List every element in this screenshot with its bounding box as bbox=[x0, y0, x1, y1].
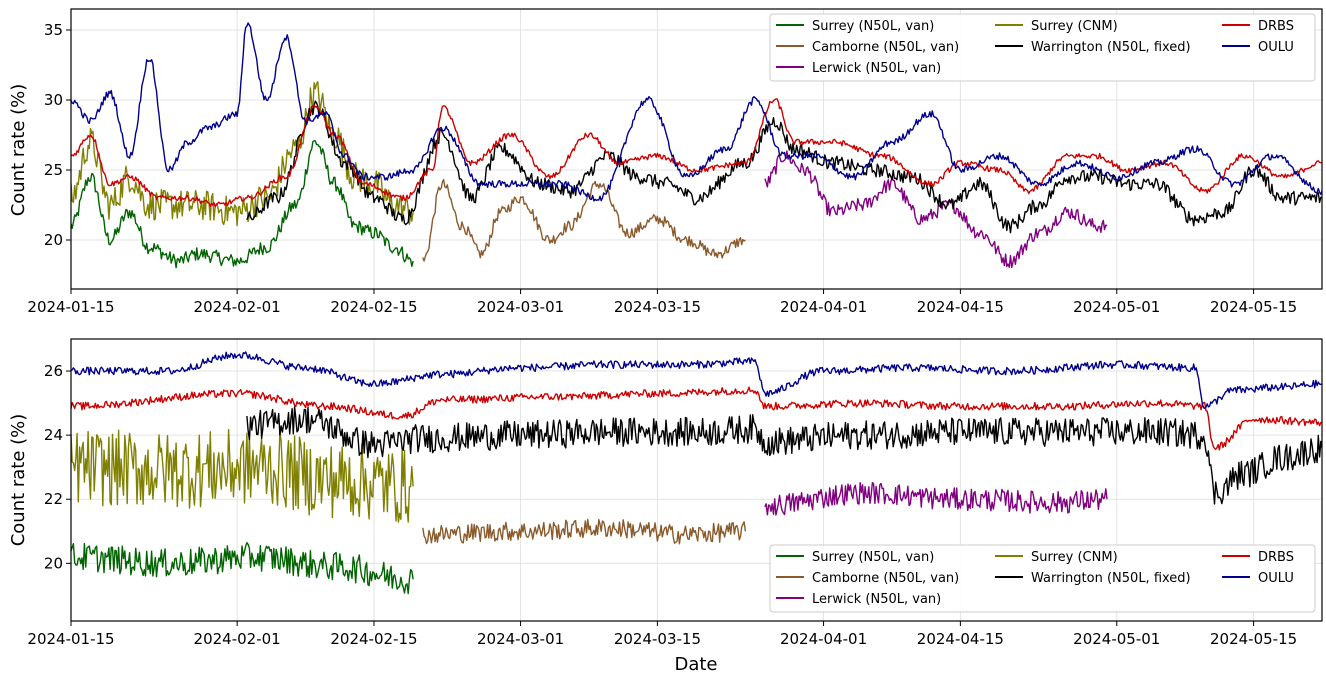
y-tick-label: 20 bbox=[44, 554, 63, 572]
series-line-5 bbox=[246, 100, 1322, 234]
axes-frame bbox=[70, 338, 1323, 622]
series-line-6 bbox=[71, 386, 1322, 451]
series-line-1 bbox=[71, 542, 414, 595]
legend-item: Lerwick (N50L, van) bbox=[776, 592, 941, 607]
legend: Surrey (N50L, van) Camborne (N50L, van) Le… bbox=[769, 13, 1316, 82]
x-tick-label: 2024-05-15 bbox=[1210, 630, 1297, 648]
legend-box bbox=[769, 544, 1316, 613]
y-tick-label: 20 bbox=[44, 231, 63, 249]
legend-item: Surrey (CNM) bbox=[995, 19, 1118, 34]
legend-item: DRBS bbox=[1222, 19, 1294, 34]
legend-item: Lerwick (N50L, van) bbox=[776, 61, 941, 76]
legend-label: OULU bbox=[1258, 40, 1294, 55]
legend-label: Surrey (N50L, van) bbox=[812, 550, 934, 565]
legend-item: Surrey (N50L, van) bbox=[776, 19, 934, 34]
panel-2: 2024-01-15 2024-02-01 2024-02-15 2024-03-01… bbox=[8, 338, 1323, 648]
legend-item: OULU bbox=[1222, 571, 1294, 586]
series-line-1 bbox=[71, 140, 414, 269]
legend-label: Lerwick (N50L, van) bbox=[812, 592, 941, 607]
series-line-3 bbox=[764, 481, 1108, 516]
series-line-4 bbox=[71, 428, 414, 523]
legend-item: DRBS bbox=[1222, 550, 1294, 565]
legend-label: Warrington (N50L, fixed) bbox=[1031, 571, 1191, 586]
legend-label: OULU bbox=[1258, 571, 1294, 586]
legend-label: Surrey (CNM) bbox=[1031, 19, 1118, 34]
legend-item: Warrington (N50L, fixed) bbox=[995, 571, 1191, 586]
series-line-7 bbox=[71, 22, 1322, 202]
x-tick-label: 2024-04-15 bbox=[917, 298, 1004, 316]
x-tick-label: 2024-01-15 bbox=[27, 630, 114, 648]
legend-label: Surrey (CNM) bbox=[1031, 550, 1118, 565]
legend-label: DRBS bbox=[1258, 19, 1294, 34]
x-tick-label: 2024-04-15 bbox=[917, 630, 1004, 648]
x-tick-label: 2024-04-01 bbox=[780, 298, 867, 316]
y-tick-label: 26 bbox=[44, 362, 63, 380]
series-line-4 bbox=[71, 81, 414, 227]
series-line-2 bbox=[422, 518, 747, 545]
y-tick-label: 22 bbox=[44, 490, 63, 508]
x-tick-label: 2024-04-01 bbox=[780, 630, 867, 648]
legend-label: Camborne (N50L, van) bbox=[812, 571, 959, 586]
x-tick-label: 2024-03-15 bbox=[614, 630, 701, 648]
axes-frame bbox=[70, 8, 1323, 290]
x-tick-label: 2024-01-15 bbox=[27, 298, 114, 316]
series-line-6 bbox=[71, 98, 1322, 208]
y-axis-label: Count rate (%) bbox=[8, 414, 29, 547]
series-line-7 bbox=[71, 351, 1322, 409]
legend-label: DRBS bbox=[1258, 550, 1294, 565]
legend-box bbox=[769, 13, 1316, 82]
x-tick-label: 2024-02-01 bbox=[194, 298, 281, 316]
legend-item: OULU bbox=[1222, 40, 1294, 55]
legend-label: Surrey (N50L, van) bbox=[812, 19, 934, 34]
legend-label: Camborne (N50L, van) bbox=[812, 40, 959, 55]
legend-item: Camborne (N50L, van) bbox=[776, 571, 959, 586]
y-tick-label: 30 bbox=[44, 91, 63, 109]
legend-item: Surrey (CNM) bbox=[995, 550, 1118, 565]
legend-label: Warrington (N50L, fixed) bbox=[1031, 40, 1191, 55]
y-tick-label: 25 bbox=[44, 161, 63, 179]
x-tick-label: 2024-05-15 bbox=[1210, 298, 1297, 316]
x-tick-label: 2024-03-15 bbox=[614, 298, 701, 316]
legend-label: Lerwick (N50L, van) bbox=[812, 61, 941, 76]
x-tick-label: 2024-05-01 bbox=[1073, 298, 1160, 316]
panel-1: 2024-01-15 2024-02-01 2024-02-15 2024-03-01… bbox=[8, 8, 1323, 316]
legend: Surrey (N50L, van) Camborne (N50L, van) Le… bbox=[769, 544, 1316, 613]
x-axis-label: Date bbox=[674, 654, 717, 675]
y-tick-label: 24 bbox=[44, 426, 63, 444]
series-line-2 bbox=[422, 178, 746, 262]
series-line-3 bbox=[764, 150, 1108, 269]
x-tick-label: 2024-02-15 bbox=[330, 298, 417, 316]
legend-item: Warrington (N50L, fixed) bbox=[995, 40, 1191, 55]
x-tick-label: 2024-02-01 bbox=[194, 630, 281, 648]
x-tick-label: 2024-05-01 bbox=[1073, 630, 1160, 648]
legend-item: Surrey (N50L, van) bbox=[776, 550, 934, 565]
y-axis-label: Count rate (%) bbox=[8, 84, 29, 217]
x-tick-label: 2024-03-01 bbox=[477, 298, 564, 316]
x-tick-label: 2024-03-01 bbox=[477, 630, 564, 648]
y-tick-label: 35 bbox=[44, 21, 63, 39]
series-line-5 bbox=[246, 406, 1322, 505]
x-tick-label: 2024-02-15 bbox=[330, 630, 417, 648]
legend-item: Camborne (N50L, van) bbox=[776, 40, 959, 55]
